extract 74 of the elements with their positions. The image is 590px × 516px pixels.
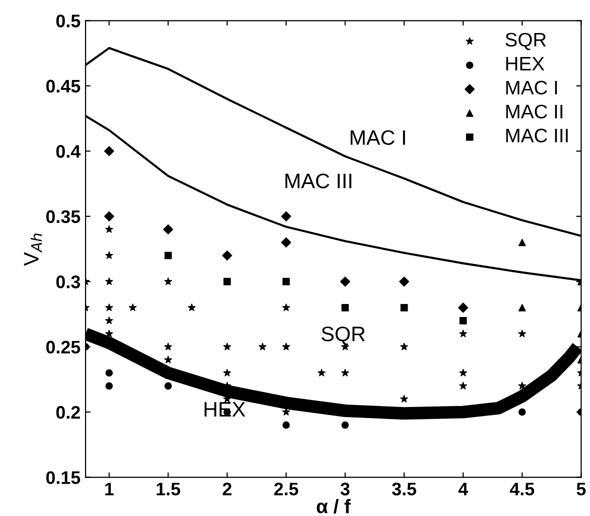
point bbox=[104, 211, 114, 222]
point bbox=[105, 316, 114, 324]
point bbox=[104, 146, 114, 156]
point bbox=[282, 278, 290, 286]
point bbox=[400, 394, 408, 402]
point bbox=[223, 342, 232, 350]
point bbox=[518, 408, 526, 416]
point bbox=[341, 421, 349, 429]
point bbox=[105, 369, 113, 377]
point bbox=[164, 382, 172, 390]
point bbox=[188, 304, 196, 312]
point bbox=[105, 277, 114, 285]
x-tick-label: 2 bbox=[222, 482, 232, 496]
legend-label: MAC II bbox=[506, 104, 562, 118]
point bbox=[222, 250, 232, 261]
point bbox=[459, 317, 467, 324]
x-tick-label: 4.5 bbox=[510, 482, 534, 496]
point bbox=[341, 368, 350, 376]
point bbox=[164, 342, 172, 350]
point bbox=[223, 368, 232, 376]
point bbox=[105, 251, 114, 259]
legend-label: MAC III bbox=[506, 128, 568, 142]
point bbox=[399, 276, 410, 287]
y-tick-label: 0.5 bbox=[56, 14, 80, 28]
y-tick-label: 0.45 bbox=[46, 80, 80, 93]
annotation: MAC I bbox=[350, 130, 405, 145]
point bbox=[128, 304, 137, 312]
point bbox=[105, 225, 114, 233]
x-tick-label: 2.5 bbox=[274, 482, 298, 496]
point bbox=[105, 382, 113, 390]
point bbox=[459, 330, 468, 338]
point bbox=[282, 342, 290, 350]
point bbox=[459, 382, 468, 390]
point bbox=[518, 382, 526, 390]
point bbox=[105, 330, 114, 338]
x-tick-label: 4 bbox=[458, 482, 468, 496]
x-axis-title: α / f bbox=[316, 498, 351, 514]
point bbox=[164, 277, 172, 285]
y-tick-label: 0.35 bbox=[46, 210, 80, 224]
point bbox=[341, 304, 349, 312]
legend-label: MAC I bbox=[506, 80, 557, 95]
x-tick-label: 1 bbox=[105, 482, 114, 496]
annotation: MAC III bbox=[285, 174, 352, 188]
point bbox=[258, 342, 266, 350]
annotation: SQR bbox=[322, 326, 365, 346]
point bbox=[459, 368, 468, 376]
point bbox=[282, 421, 290, 429]
point bbox=[318, 368, 326, 376]
point bbox=[282, 304, 290, 312]
point bbox=[164, 356, 172, 364]
point bbox=[281, 211, 292, 222]
point bbox=[400, 304, 408, 312]
x-tick-label: 1.5 bbox=[156, 482, 180, 496]
legend-label: SQR bbox=[506, 32, 546, 50]
point bbox=[223, 278, 231, 286]
y-tick-label: 0.25 bbox=[46, 340, 80, 354]
point bbox=[105, 304, 114, 312]
point bbox=[458, 302, 468, 313]
x-tick-label: 3.5 bbox=[392, 482, 416, 496]
legend-label: HEX bbox=[506, 56, 544, 70]
point bbox=[163, 224, 174, 234]
y-tick-label: 0.4 bbox=[56, 145, 81, 158]
y-axis-title: V$_{Ah}$ bbox=[24, 234, 42, 266]
annotation: HEX bbox=[204, 402, 246, 416]
x-tick-label: 3 bbox=[340, 482, 350, 496]
y-tick-label: 0.15 bbox=[46, 471, 80, 484]
point bbox=[400, 342, 408, 350]
y-tick-label: 0.2 bbox=[56, 406, 80, 419]
point bbox=[281, 237, 292, 248]
point bbox=[164, 252, 172, 260]
x-tick-label: 5 bbox=[576, 482, 586, 496]
point bbox=[340, 276, 350, 287]
point bbox=[518, 330, 526, 338]
y-tick-label: 0.3 bbox=[56, 276, 80, 288]
